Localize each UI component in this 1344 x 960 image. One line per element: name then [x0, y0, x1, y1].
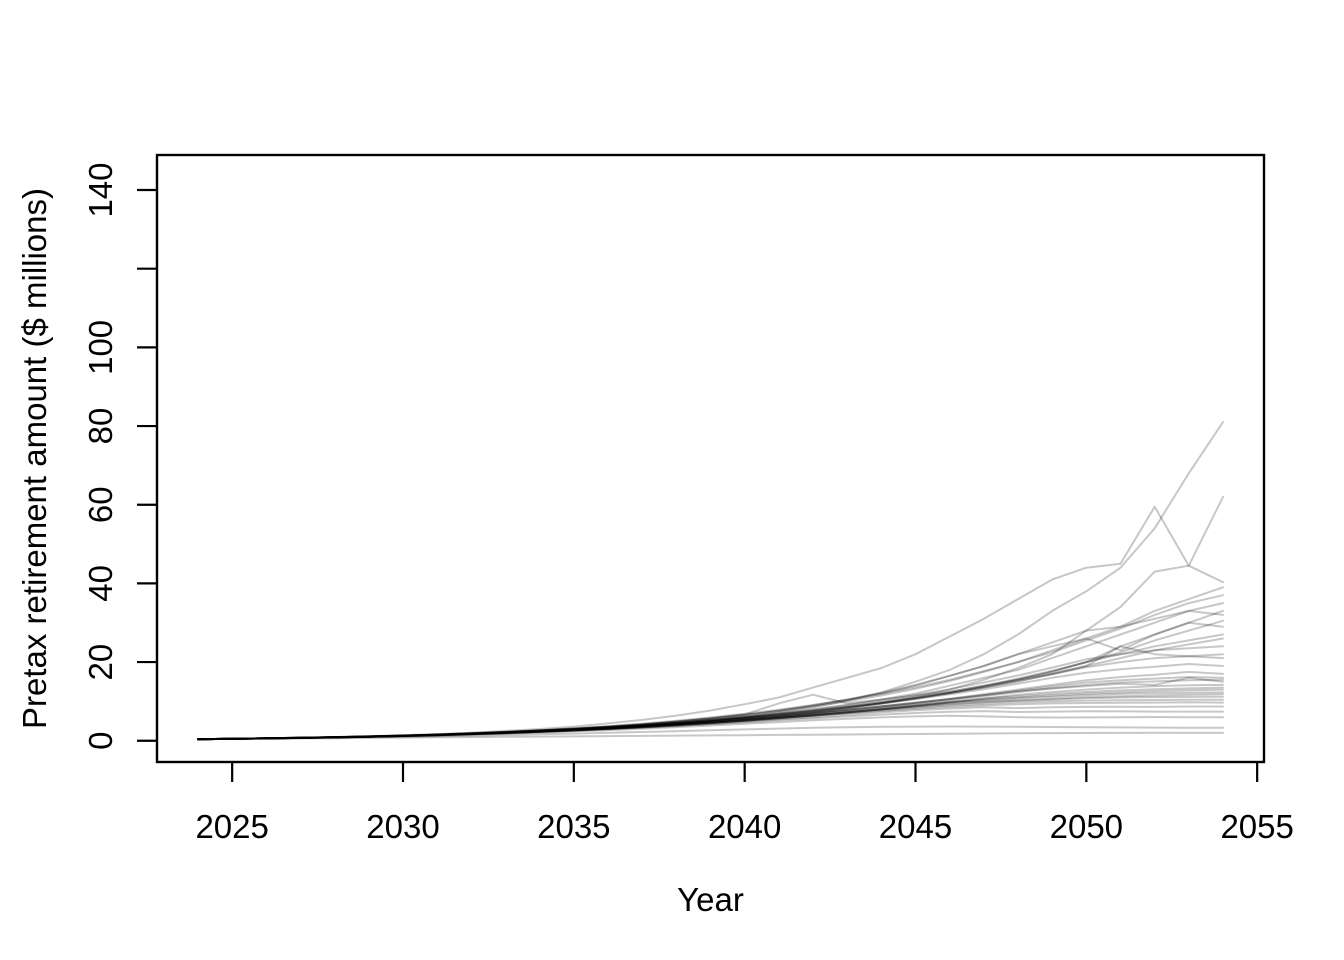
simulation-line-sim-25	[197, 693, 1224, 741]
simulation-line-sim-29	[197, 705, 1224, 741]
simulation-line-sim-22	[197, 686, 1224, 741]
simulation-line-sim-13	[197, 645, 1224, 741]
simulation-lines	[197, 421, 1224, 741]
simulation-line-sim-17	[197, 670, 1224, 741]
y-tick-label: 60	[82, 486, 119, 523]
simulation-line-sim-04	[197, 586, 1224, 741]
y-tick-label: 140	[82, 162, 119, 217]
simulation-line-sim-09	[197, 619, 1224, 741]
x-tick-label: 2050	[1050, 808, 1123, 845]
x-tick-label: 2035	[537, 808, 610, 845]
simulation-line-sim-21	[197, 683, 1224, 741]
simulation-line-sim-06	[197, 602, 1224, 741]
x-axis: 2025 2030 2035 2040 2045 2050 2055	[195, 762, 1294, 845]
simulation-line-sim-15	[197, 645, 1224, 741]
x-tick-label: 2045	[879, 808, 952, 845]
simulation-line-sim-19	[197, 678, 1224, 741]
simulation-line-sim-20	[197, 676, 1224, 741]
y-axis: 0 20 40 60 80 100 140	[82, 162, 157, 750]
simulation-line-sim-03	[197, 564, 1224, 741]
simulation-line-sim-01	[197, 421, 1224, 741]
y-tick-label: 80	[82, 408, 119, 445]
simulation-line-sim-11	[197, 633, 1224, 741]
simulation-line-sim-32	[197, 725, 1224, 741]
simulation-line-sim-18	[197, 676, 1224, 741]
simulation-line-sim-10	[197, 621, 1224, 741]
y-tick-label: 20	[82, 644, 119, 681]
y-tick-label: 40	[82, 565, 119, 602]
simulation-line-sim-23	[197, 688, 1224, 741]
x-tick-label: 2030	[366, 808, 439, 845]
simulation-line-sim-24	[197, 691, 1224, 741]
simulation-line-sim-30	[197, 710, 1224, 741]
x-tick-label: 2055	[1220, 808, 1293, 845]
simulation-line-sim-14	[197, 653, 1224, 741]
simulation-line-sim-27	[197, 698, 1224, 741]
simulation-line-sim-16	[197, 663, 1224, 741]
simulation-line-sim-33	[197, 731, 1224, 741]
x-axis-title: Year	[677, 881, 744, 918]
simulation-line-sim-12	[197, 637, 1224, 741]
y-axis-title: Pretax retirement amount ($ millions)	[16, 188, 53, 729]
x-tick-label: 2040	[708, 808, 781, 845]
y-tick-label: 0	[82, 732, 119, 750]
simulation-line-sim-31	[197, 714, 1224, 741]
y-tick-label: 100	[82, 320, 119, 375]
simulation-line-sim-02	[197, 495, 1224, 741]
x-tick-label: 2025	[195, 808, 268, 845]
simulation-line-sim-28	[197, 701, 1224, 741]
simulation-line-sim-08	[197, 609, 1224, 741]
simulation-line-sim-26	[197, 695, 1224, 741]
simulation-line-sim-07	[197, 609, 1224, 741]
plot-border	[155, 153, 1266, 764]
simulation-line-sim-05	[197, 594, 1224, 741]
